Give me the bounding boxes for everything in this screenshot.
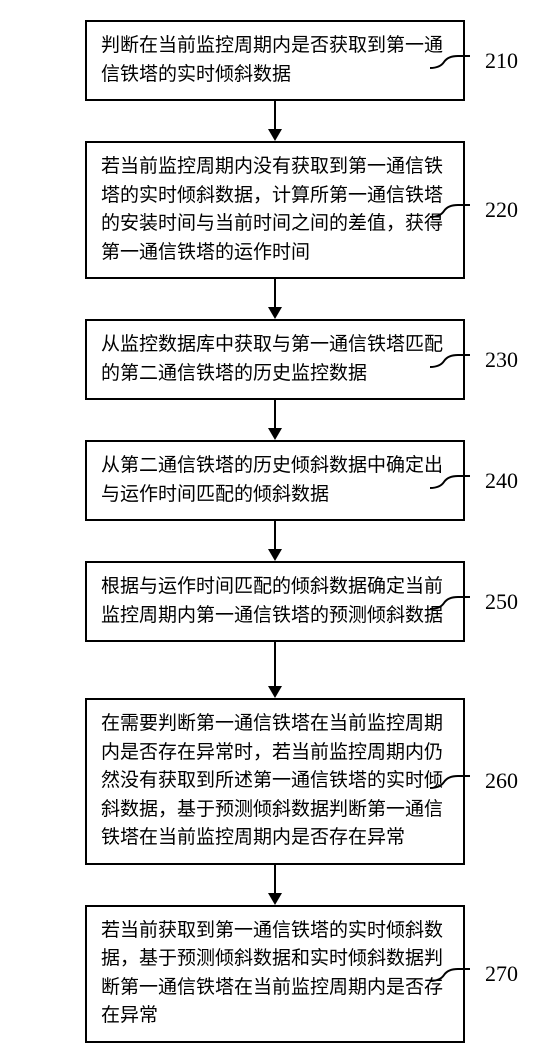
step-number: 240 xyxy=(485,468,518,494)
step-box: 从监控数据库中获取与第一通信铁塔匹配的第二通信铁塔的历史监控数据 xyxy=(85,319,465,400)
flow-step: 根据与运作时间匹配的倾斜数据确定当前监控周期内第一通信铁塔的预测倾斜数据 250 xyxy=(10,561,540,642)
flow-step: 判断在当前监控周期内是否获取到第一通信铁塔的实时倾斜数据 210 xyxy=(10,20,540,101)
flow-step: 从监控数据库中获取与第一通信铁塔匹配的第二通信铁塔的历史监控数据 230 xyxy=(10,319,540,400)
step-connector xyxy=(430,351,470,369)
step-box: 从第二通信铁塔的历史倾斜数据中确定出与运作时间匹配的倾斜数据 xyxy=(85,440,465,521)
step-box: 判断在当前监控周期内是否获取到第一通信铁塔的实时倾斜数据 xyxy=(85,20,465,101)
step-number: 270 xyxy=(485,961,518,987)
down-arrow-icon xyxy=(268,865,282,905)
step-number: 220 xyxy=(485,197,518,223)
step-box: 根据与运作时间匹配的倾斜数据确定当前监控周期内第一通信铁塔的预测倾斜数据 xyxy=(85,561,465,642)
flow-step: 在需要判断第一通信铁塔在当前监控周期内是否存在异常时，若当前监控周期内仍然没有获… xyxy=(10,698,540,865)
step-box: 若当前获取到第一通信铁塔的实时倾斜数据，基于预测倾斜数据和实时倾斜数据判断第一通… xyxy=(85,905,465,1043)
down-arrow-icon xyxy=(268,101,282,141)
flow-step: 从第二通信铁塔的历史倾斜数据中确定出与运作时间匹配的倾斜数据 240 xyxy=(10,440,540,521)
flowchart: 判断在当前监控周期内是否获取到第一通信铁塔的实时倾斜数据 210 若当前监控周期内没… xyxy=(10,20,540,1043)
step-connector xyxy=(430,52,470,70)
step-connector xyxy=(430,472,470,490)
down-arrow-icon xyxy=(268,400,282,440)
step-number: 260 xyxy=(485,768,518,794)
step-box: 若当前监控周期内没有获取到第一通信铁塔的实时倾斜数据，计算所第一通信铁塔的安装时… xyxy=(85,141,465,279)
down-arrow-icon xyxy=(268,521,282,561)
down-arrow-icon xyxy=(268,642,282,698)
flow-step: 若当前获取到第一通信铁塔的实时倾斜数据，基于预测倾斜数据和实时倾斜数据判断第一通… xyxy=(10,905,540,1043)
step-box: 在需要判断第一通信铁塔在当前监控周期内是否存在异常时，若当前监控周期内仍然没有获… xyxy=(85,698,465,865)
down-arrow-icon xyxy=(268,279,282,319)
step-connector xyxy=(430,201,470,219)
step-number: 230 xyxy=(485,347,518,373)
step-number: 210 xyxy=(485,48,518,74)
step-number: 250 xyxy=(485,589,518,615)
step-connector xyxy=(430,965,470,983)
step-connector xyxy=(430,772,470,790)
flow-step: 若当前监控周期内没有获取到第一通信铁塔的实时倾斜数据，计算所第一通信铁塔的安装时… xyxy=(10,141,540,279)
step-connector xyxy=(430,593,470,611)
